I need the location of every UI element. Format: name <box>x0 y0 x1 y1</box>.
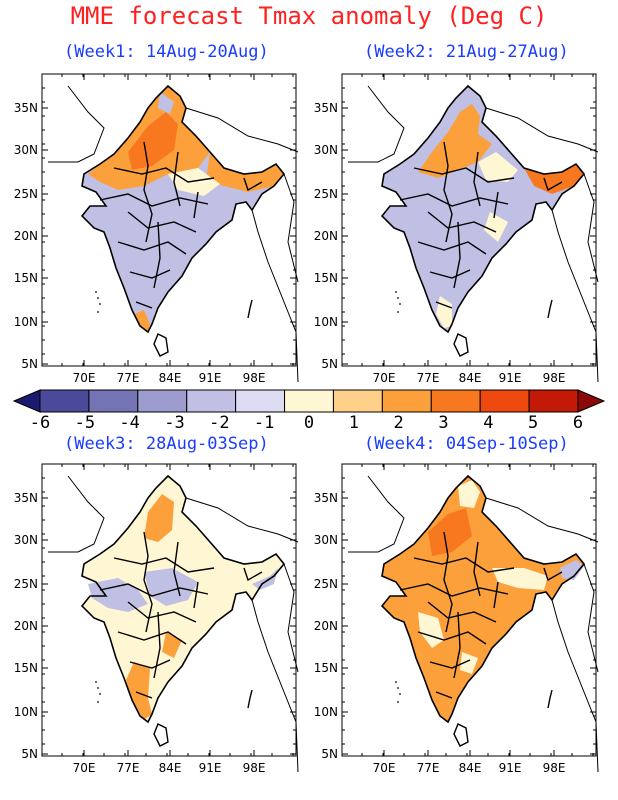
lat-tick-label: 10N <box>314 705 338 719</box>
lon-tick-label: 91E <box>199 371 222 385</box>
colorbar-label: 4 <box>483 413 493 432</box>
colorbar-label: -2 <box>209 413 229 432</box>
lon-tick-label: 70E <box>73 761 96 775</box>
lon-tick-label: 77E <box>417 371 440 385</box>
lat-tick-label: 5N <box>21 747 38 761</box>
colorbar-label: 3 <box>438 413 448 432</box>
lon-tick-label: 84E <box>159 371 182 385</box>
lat-tick-label: 5N <box>321 357 338 371</box>
colorbar-label: -4 <box>119 413 139 432</box>
lon-tick-label: 84E <box>459 761 482 775</box>
colorbar-swatch <box>137 389 188 413</box>
lat-tick-label: 30N <box>314 533 338 547</box>
colorbar: -6 -5 -4 -3 -2 -1 0 1 2 3 4 5 6 <box>0 388 618 436</box>
lon-tick-label: 70E <box>73 371 96 385</box>
colorbar-swatch <box>332 389 383 413</box>
lat-tick-label: 30N <box>314 143 338 157</box>
colorbar-label: 0 <box>304 413 314 432</box>
lat-tick-label: 35N <box>314 101 338 115</box>
colorbar-label: -1 <box>254 413 274 432</box>
lon-tick-label: 70E <box>373 761 396 775</box>
lat-tick-label: 10N <box>14 705 38 719</box>
week2-title: (Week2: 21Aug-27Aug) <box>364 42 569 62</box>
colorbar-swatch <box>39 389 90 413</box>
lat-tick-label: 20N <box>314 229 338 243</box>
lat-tick-label: 30N <box>14 143 38 157</box>
colorbar-swatch <box>528 389 579 413</box>
lat-tick-label: 30N <box>14 533 38 547</box>
colorbar-swatch <box>235 389 286 413</box>
colorbar-label: -3 <box>164 413 184 432</box>
week3-map: 35N 30N 25N 20N 15N 10N 5N 70E 77E 84E 91E 98E <box>0 454 300 784</box>
lon-tick-label: 91E <box>499 371 522 385</box>
lon-tick-label: 70E <box>373 371 396 385</box>
colorbar-label: 5 <box>528 413 538 432</box>
lat-tick-label: 25N <box>314 187 338 201</box>
week4-map: 35N 30N 25N 20N 15N 10N 5N 70E 77E 84E 91E 98E <box>300 454 600 784</box>
lon-tick-label: 91E <box>199 761 222 775</box>
lat-tick-label: 35N <box>314 491 338 505</box>
lat-tick-label: 10N <box>314 315 338 329</box>
lat-tick-label: 15N <box>314 271 338 285</box>
colorbar-swatch <box>479 389 530 413</box>
week2-map: 35N 30N 25N 20N 15N 10N 5N 70E 77E 84E 91E 98E <box>300 64 600 394</box>
lat-tick-label: 25N <box>14 187 38 201</box>
lat-tick-label: 15N <box>14 661 38 675</box>
lat-tick-label: 25N <box>314 577 338 591</box>
lon-tick-label: 77E <box>117 761 140 775</box>
colorbar-swatch <box>381 389 432 413</box>
colorbar-swatch <box>430 389 481 413</box>
lon-tick-label: 98E <box>543 371 566 385</box>
colorbar-swatch <box>12 389 41 413</box>
lat-tick-label: 35N <box>14 491 38 505</box>
colorbar-swatch <box>577 389 606 413</box>
colorbar-label: 1 <box>349 413 359 432</box>
colorbar-label: 2 <box>394 413 404 432</box>
lat-tick-label: 20N <box>14 229 38 243</box>
colorbar-label: 6 <box>573 413 583 432</box>
colorbar-swatch <box>186 389 237 413</box>
lon-tick-label: 84E <box>159 761 182 775</box>
lat-tick-label: 15N <box>14 271 38 285</box>
lat-tick-label: 35N <box>14 101 38 115</box>
lon-tick-label: 77E <box>417 761 440 775</box>
lat-tick-label: 15N <box>314 661 338 675</box>
lon-tick-label: 84E <box>459 371 482 385</box>
colorbar-label: -5 <box>75 413 95 432</box>
lon-tick-label: 98E <box>543 761 566 775</box>
colorbar-label: -6 <box>30 413 50 432</box>
lon-tick-label: 91E <box>499 761 522 775</box>
week1-map: 35N 30N 25N 20N 15N 10N 5N 70E 77E 84E 91E 98E <box>0 64 300 394</box>
lon-tick-label: 98E <box>243 761 266 775</box>
lon-tick-label: 98E <box>243 371 266 385</box>
lat-tick-label: 20N <box>314 619 338 633</box>
figure-title: MME forecast Tmax anomaly (Deg C) <box>70 2 548 30</box>
lat-tick-label: 5N <box>321 747 338 761</box>
lat-tick-label: 20N <box>14 619 38 633</box>
lon-tick-label: 77E <box>117 371 140 385</box>
colorbar-swatch <box>284 389 334 413</box>
week1-title: (Week1: 14Aug-20Aug) <box>64 42 269 62</box>
colorbar-swatch <box>88 389 139 413</box>
lat-tick-label: 10N <box>14 315 38 329</box>
lat-tick-label: 25N <box>14 577 38 591</box>
lat-tick-label: 5N <box>21 357 38 371</box>
week3-title: (Week3: 28Aug-03Sep) <box>64 434 269 454</box>
week4-title: (Week4: 04Sep-10Sep) <box>364 434 569 454</box>
